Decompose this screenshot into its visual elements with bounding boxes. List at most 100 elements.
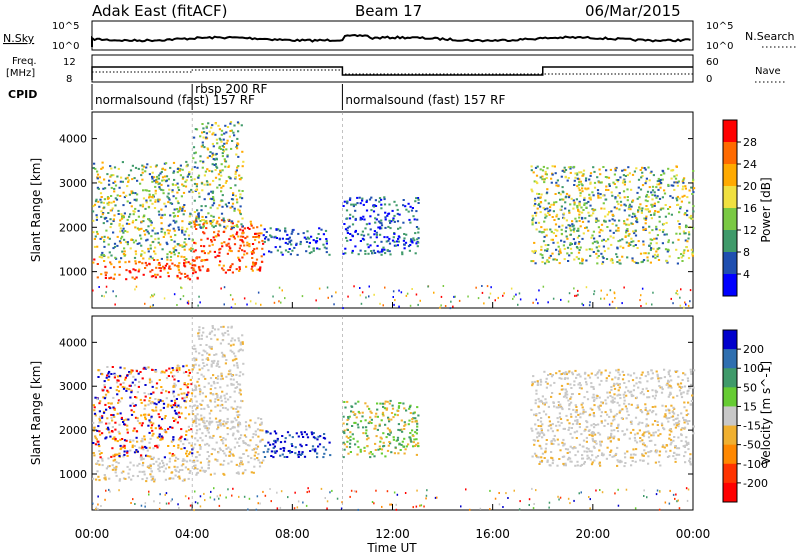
data-cell <box>247 455 250 458</box>
data-cell <box>172 212 175 214</box>
data-cell <box>536 165 539 168</box>
data-cell <box>210 330 214 333</box>
data-cell <box>186 438 189 441</box>
data-cell <box>97 187 100 190</box>
data-cell <box>221 267 224 270</box>
data-cell <box>531 214 534 217</box>
data-cell <box>223 142 226 145</box>
data-cell <box>558 406 561 409</box>
data-cell <box>259 266 262 269</box>
data-cell <box>349 239 352 241</box>
data-cell <box>206 429 209 432</box>
data-cell <box>544 244 547 247</box>
data-cell <box>359 202 362 205</box>
data-cell <box>560 373 564 375</box>
data-cell <box>558 416 562 419</box>
data-cell <box>133 445 136 447</box>
data-cell <box>172 404 175 406</box>
data-cell <box>240 176 243 179</box>
data-cell <box>112 414 115 417</box>
data-cell <box>251 243 255 245</box>
data-cell <box>668 455 671 458</box>
data-cell <box>136 440 139 443</box>
data-cell <box>349 233 352 235</box>
data-cell <box>578 181 581 183</box>
data-cell <box>138 380 141 383</box>
data-cell <box>650 217 653 220</box>
data-cell <box>617 179 620 181</box>
data-cell <box>366 445 369 447</box>
data-cell <box>184 406 187 409</box>
data-cell <box>166 229 169 232</box>
data-cell <box>209 392 212 395</box>
data-cell <box>167 391 171 394</box>
data-cell <box>216 396 219 399</box>
data-cell <box>683 194 686 197</box>
data-cell <box>571 373 574 376</box>
data-cell <box>545 386 548 389</box>
data-cell <box>152 422 155 425</box>
data-cell <box>351 223 355 226</box>
data-cell <box>563 373 566 376</box>
data-cell <box>311 433 314 436</box>
noise-cell <box>581 302 583 305</box>
data-cell <box>104 265 107 268</box>
data-cell <box>558 458 561 460</box>
data-cell <box>597 192 600 195</box>
data-cell <box>576 419 579 421</box>
data-cell <box>308 245 311 248</box>
data-cell <box>325 240 328 243</box>
data-cell <box>117 209 120 212</box>
noise-cell <box>676 289 678 292</box>
data-cell <box>296 253 299 256</box>
data-cell <box>188 442 191 445</box>
data-cell <box>290 239 293 242</box>
data-cell <box>172 170 176 173</box>
data-cell <box>107 465 110 468</box>
data-cell <box>577 257 580 260</box>
data-cell <box>538 432 541 435</box>
data-cell <box>259 439 262 442</box>
data-cell <box>577 229 580 232</box>
data-cell <box>689 387 692 390</box>
data-cell <box>531 381 534 384</box>
data-cell <box>412 435 415 437</box>
data-cell <box>673 407 676 410</box>
data-cell <box>386 236 389 239</box>
data-cell <box>151 477 154 480</box>
data-cell <box>175 398 178 400</box>
data-cell <box>231 205 234 208</box>
data-cell <box>225 180 228 183</box>
data-cell <box>648 440 651 442</box>
data-cell <box>112 174 115 177</box>
data-cell <box>181 229 184 232</box>
data-cell <box>206 404 209 407</box>
data-cell <box>551 430 554 433</box>
noise-cell <box>318 307 320 310</box>
data-cell <box>669 428 672 431</box>
data-cell <box>287 251 290 253</box>
data-cell <box>97 443 100 446</box>
data-cell <box>305 241 309 243</box>
data-cell <box>654 210 657 212</box>
data-cell <box>563 427 566 430</box>
data-cell <box>388 242 392 245</box>
data-cell <box>281 435 284 437</box>
data-cell <box>121 215 124 218</box>
data-cell <box>111 437 114 440</box>
data-cell <box>545 260 548 263</box>
data-cell <box>224 331 227 334</box>
data-cell <box>228 135 231 138</box>
data-cell <box>628 437 631 440</box>
data-cell <box>110 201 113 204</box>
data-cell <box>141 171 144 174</box>
data-cell <box>239 228 242 231</box>
data-cell <box>160 257 163 260</box>
data-cell <box>630 403 633 406</box>
data-cell <box>621 430 624 433</box>
data-cell <box>637 210 640 213</box>
data-cell <box>194 161 197 164</box>
data-cell <box>220 212 224 215</box>
data-cell <box>128 371 131 373</box>
data-cell <box>143 407 146 410</box>
